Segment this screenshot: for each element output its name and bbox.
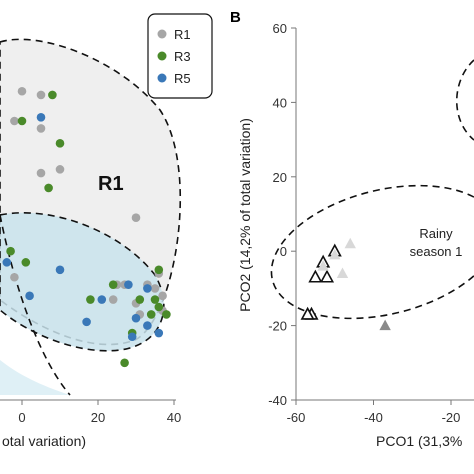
point-r5-2 — [143, 284, 152, 293]
y-tick-label-2: 20 — [273, 170, 287, 185]
x-tick-label-b-1: -40 — [364, 410, 383, 425]
legend-marker-r3 — [157, 51, 167, 61]
annotation-season-1: season 1 — [410, 244, 463, 259]
point-light-triangles-2 — [336, 267, 349, 279]
annotation-rainy: Rainy — [419, 226, 453, 241]
point-light-triangles-1 — [329, 248, 341, 260]
point-r5-1 — [124, 280, 133, 289]
point-r3-10 — [146, 310, 156, 319]
point-light-triangles-3 — [317, 260, 329, 271]
legend-label-r3: R3 — [174, 49, 191, 64]
y-tick-label-3: 0 — [280, 244, 287, 259]
point-r5-8 — [154, 328, 164, 338]
group-lower-ellipse — [0, 214, 71, 396]
y-axis-title-b: PCO2 (14,2% of total variation) — [237, 118, 253, 312]
legend-label-r5: R5 — [174, 71, 191, 86]
legend-marker-r5 — [157, 73, 167, 83]
point-r5-9 — [127, 332, 137, 342]
group-label-r1: R1 — [98, 173, 124, 195]
legend-marker-r1 — [157, 29, 167, 39]
point-r1-12 — [158, 291, 167, 301]
point-r1-3 — [36, 124, 46, 133]
point-r5-6 — [131, 313, 141, 323]
panel-letter-b: B — [230, 9, 241, 26]
point-r5-7 — [143, 321, 152, 330]
point-r5-3 — [55, 265, 65, 275]
group-partial-ellipse — [456, 59, 474, 141]
point-r5-11 — [2, 258, 12, 267]
group-r5-ellipse — [0, 212, 165, 352]
point-r5-5 — [25, 291, 34, 301]
point-r3-7 — [150, 295, 160, 304]
point-r3-14 — [120, 358, 129, 368]
x-tick-label-1: 20 — [91, 410, 105, 425]
point-r3-1 — [17, 116, 27, 126]
group-lower-shade — [0, 360, 70, 395]
point-r3-5 — [154, 265, 164, 275]
panel-a-plot: R1 0 20 40 otal variation) R1 R3 R5 — [0, 13, 213, 449]
x-tick-label-b-2: -20 — [442, 410, 461, 425]
point-r1-10 — [150, 284, 160, 293]
point-r3-8 — [135, 295, 145, 304]
point-r3-15 — [6, 246, 15, 256]
point-r3-11 — [86, 295, 95, 304]
point-open-triangles-2 — [308, 269, 323, 283]
point-r3-6 — [108, 280, 118, 289]
point-r3-2 — [55, 139, 65, 148]
point-r3-4 — [21, 258, 31, 267]
y-tick-label-4: -20 — [268, 319, 287, 334]
point-r5-0 — [36, 112, 46, 122]
point-r1-0 — [17, 86, 27, 96]
x-tick-label-0: 0 — [18, 410, 25, 425]
y-tick-label-1: 40 — [273, 95, 287, 110]
point-r1-17 — [10, 272, 19, 282]
point-r1-4 — [55, 165, 65, 174]
point-r1-15 — [108, 295, 118, 304]
point-r5-10 — [82, 317, 91, 327]
y-tick-label-0: 60 — [273, 21, 287, 36]
point-r3-3 — [44, 183, 53, 193]
point-r1-2 — [10, 116, 19, 126]
point-open-triangles-3 — [319, 269, 335, 283]
y-tick-label-5: -40 — [268, 393, 287, 408]
point-open-triangles-5 — [300, 306, 315, 320]
point-r3-0 — [48, 90, 57, 100]
point-light-triangles-0 — [344, 237, 356, 249]
point-r1-6 — [131, 213, 141, 223]
point-r5-4 — [97, 295, 107, 304]
x-axis-title: otal variation) — [2, 433, 86, 449]
x-axis-title-b: PCO1 (31,3% — [376, 433, 462, 449]
point-r1-5 — [36, 168, 46, 178]
point-grey-triangles-0 — [379, 319, 391, 331]
legend-label-r1: R1 — [174, 27, 191, 42]
point-r1-1 — [36, 90, 46, 100]
point-r3-13 — [162, 310, 171, 319]
x-tick-label-b-0: -60 — [287, 410, 306, 425]
point-r3-9 — [154, 302, 164, 312]
x-tick-label-2: 40 — [167, 410, 181, 425]
